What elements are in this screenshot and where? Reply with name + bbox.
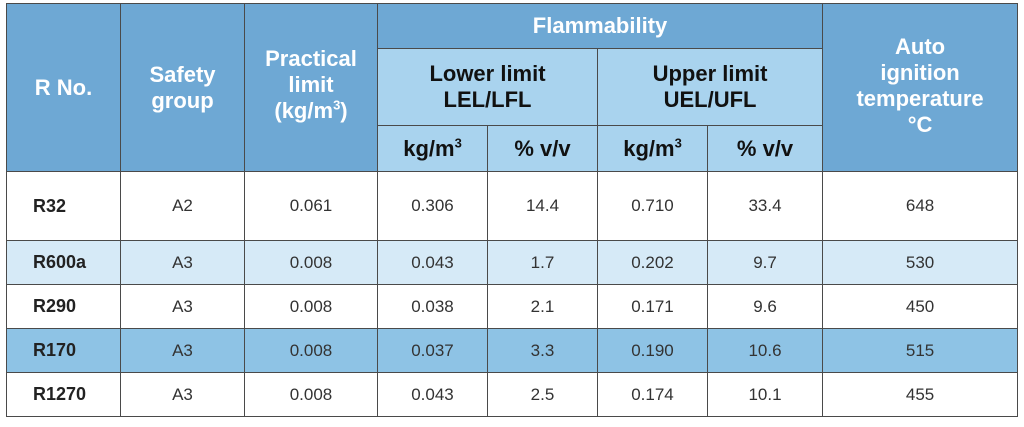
cell-lel-kgm3: 0.038 [377, 284, 488, 329]
cell-r-no: R600a [6, 240, 121, 285]
cell-lel-kgm3: 0.043 [377, 240, 488, 285]
cell-uel-pct: 10.6 [706, 328, 824, 373]
cell-lel-pct: 2.5 [487, 372, 598, 417]
header-practical-limit: Practical limit (kg/m3) [244, 3, 378, 172]
cell-lel-pct: 1.7 [487, 240, 598, 285]
cell-practical-limit: 0.008 [244, 240, 378, 285]
cell-auto-ignition: 455 [822, 372, 1019, 417]
cell-uel-pct: 9.7 [706, 240, 824, 285]
cell-auto-ignition: 450 [822, 284, 1019, 329]
header-lel-pct: % v/v [487, 125, 598, 172]
cell-uel-pct: 10.1 [706, 372, 824, 417]
cell-uel-kgm3: 0.174 [597, 372, 708, 417]
header-r-no: R No. [6, 3, 121, 172]
cell-uel-kgm3: 0.171 [597, 284, 708, 329]
header-lower-limit: Lower limit LEL/LFL [377, 48, 598, 126]
cell-uel-kgm3: 0.190 [597, 328, 708, 373]
cell-auto-ignition: 530 [822, 240, 1019, 285]
cell-auto-ignition: 515 [822, 328, 1019, 373]
cell-lel-pct: 14.4 [487, 171, 598, 241]
cell-lel-kgm3: 0.037 [377, 328, 488, 373]
cell-safety-group: A3 [120, 284, 245, 329]
cell-uel-pct: 33.4 [706, 171, 824, 241]
cell-r-no: R32 [6, 171, 121, 241]
cell-lel-pct: 3.3 [487, 328, 598, 373]
header-uel-pct: % v/v [706, 125, 824, 172]
cell-practical-limit: 0.008 [244, 284, 378, 329]
cell-safety-group: A2 [120, 171, 245, 241]
header-upper-limit: Upper limit UEL/UFL [596, 48, 824, 126]
header-flammability: Flammability [376, 3, 824, 49]
cell-r-no: R170 [6, 328, 121, 373]
cell-practical-limit: 0.061 [244, 171, 378, 241]
cell-safety-group: A3 [120, 372, 245, 417]
cell-uel-kgm3: 0.710 [597, 171, 708, 241]
cell-r-no: R290 [6, 284, 121, 329]
cell-lel-kgm3: 0.306 [377, 171, 488, 241]
refrigerant-flammability-table: R No. Safety group Practical limit (kg/m3) … [6, 3, 1019, 417]
cell-practical-limit: 0.008 [244, 372, 378, 417]
table-row: R32 A2 0.061 0.306 14.4 0.710 33.4 648 [6, 171, 1019, 241]
header-lel-kgm3: kg/m3 [377, 125, 488, 172]
table-row: R1270 A3 0.008 0.043 2.5 0.174 10.1 455 [6, 372, 1019, 417]
cell-uel-kgm3: 0.202 [597, 240, 708, 285]
cell-safety-group: A3 [120, 240, 245, 285]
header-uel-kgm3: kg/m3 [597, 125, 708, 172]
cell-r-no: R1270 [6, 372, 121, 417]
cell-uel-pct: 9.6 [706, 284, 824, 329]
cell-safety-group: A3 [120, 328, 245, 373]
table-row: R290 A3 0.008 0.038 2.1 0.171 9.6 450 [6, 284, 1019, 329]
table-row: R600a A3 0.008 0.043 1.7 0.202 9.7 530 [6, 240, 1019, 285]
cell-auto-ignition: 648 [822, 171, 1019, 241]
refrigerant-table-wrapper: R No. Safety group Practical limit (kg/m3) … [6, 3, 1019, 417]
cell-practical-limit: 0.008 [244, 328, 378, 373]
header-auto-ignition: Auto ignition temperature °C [822, 3, 1019, 172]
table-row: R170 A3 0.008 0.037 3.3 0.190 10.6 515 [6, 328, 1019, 373]
header-safety-group: Safety group [120, 3, 245, 172]
cell-lel-kgm3: 0.043 [377, 372, 488, 417]
cell-lel-pct: 2.1 [487, 284, 598, 329]
